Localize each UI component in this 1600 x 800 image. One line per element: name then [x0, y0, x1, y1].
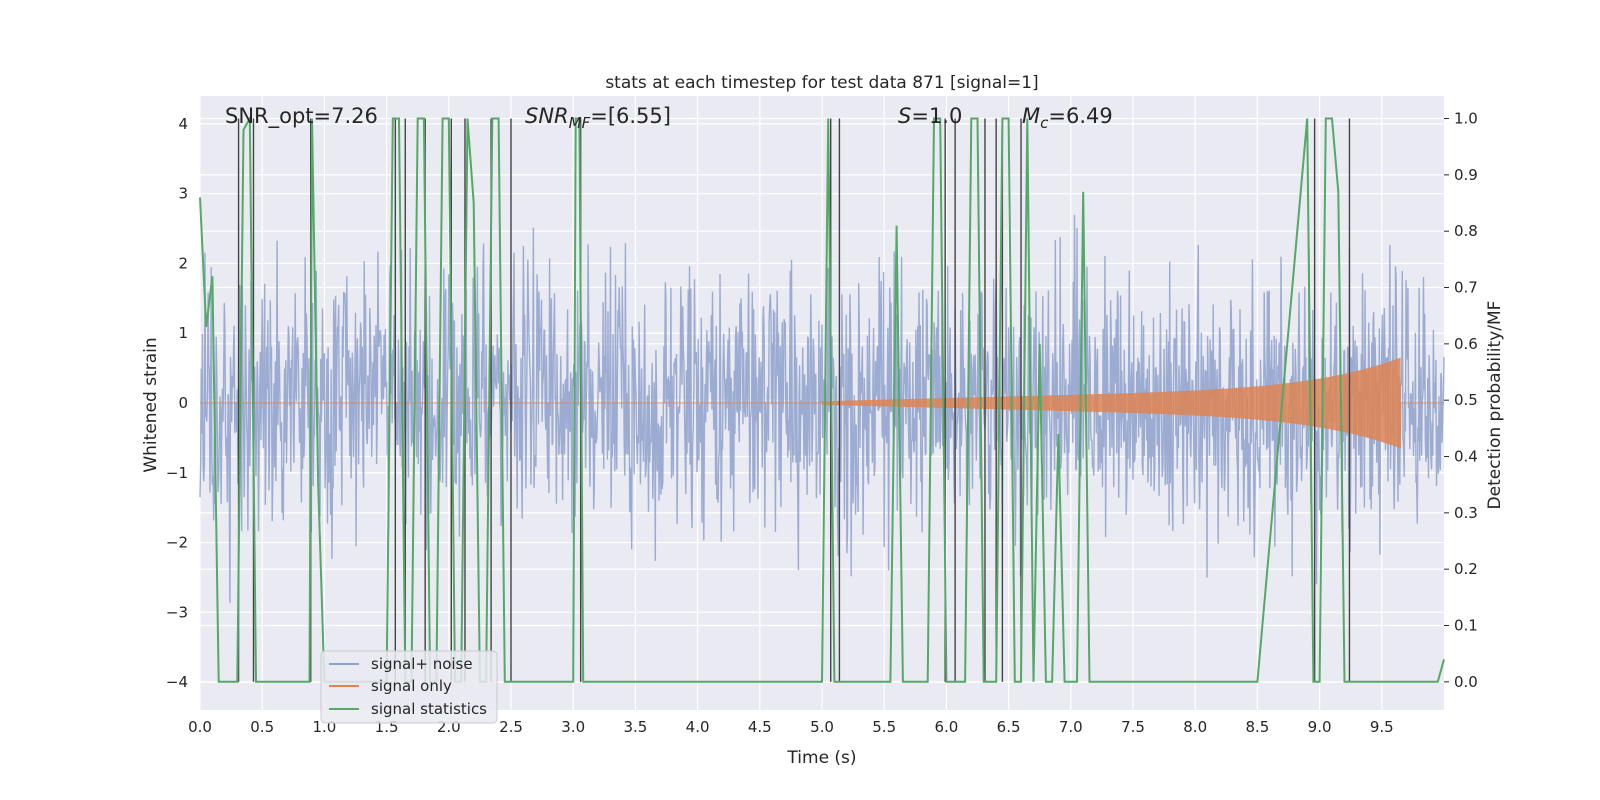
- y-left-tick-label: −2: [166, 534, 188, 552]
- y-right-tick-label: 0.4: [1454, 448, 1478, 466]
- legend-label-signal-statistics: signal statistics: [371, 700, 487, 718]
- x-tick-label: 3.0: [561, 718, 585, 736]
- x-tick-label: 5.5: [872, 718, 896, 736]
- signal-noise-series: [199, 214, 1445, 603]
- y-left-tick-label: −4: [166, 673, 188, 691]
- annotation-mc: Mc=6.49: [1022, 104, 1113, 132]
- y-left-tick-label: 3: [178, 185, 188, 203]
- y-left-tick-label: −3: [166, 603, 188, 621]
- y-right-tick-label: 1.0: [1454, 110, 1478, 128]
- y-right-tick-label: 0.8: [1454, 222, 1478, 240]
- y-right-tick-label: 0.1: [1454, 617, 1478, 635]
- x-tick-label: 8.5: [1245, 718, 1269, 736]
- legend-label-signal-only: signal only: [371, 677, 452, 695]
- y-axis-left-label: Whitened strain: [141, 337, 161, 472]
- y-left-tick-label: −1: [166, 464, 188, 482]
- y-axis-right-label: Detection probability/MF: [1485, 301, 1505, 510]
- y-left-tick-label: 4: [178, 115, 188, 133]
- y-right-tick-label: 0.6: [1454, 335, 1478, 353]
- y-right-tick-label: 0.5: [1454, 391, 1478, 409]
- annotation-snr-opt: SNR_opt=7.26: [225, 104, 378, 129]
- y-left-tick-label: 2: [178, 254, 188, 272]
- x-tick-label: 4.5: [748, 718, 772, 736]
- y-right-tick-label: 0.3: [1454, 504, 1478, 522]
- legend-label-signal-noise: signal+ noise: [371, 655, 473, 673]
- x-tick-label: 0.5: [250, 718, 274, 736]
- y-right-tick-label: 0.2: [1454, 560, 1478, 578]
- x-tick-label: 3.5: [623, 718, 647, 736]
- x-tick-label: 5.0: [810, 718, 834, 736]
- signal-only-line: [200, 357, 1444, 449]
- annotation-snr-mf: SNRMF=[6.55]: [525, 104, 671, 132]
- x-tick-label: 7.0: [1059, 718, 1083, 736]
- y-right-tick-label: 0.0: [1454, 673, 1478, 691]
- x-axis-label: Time (s): [786, 748, 856, 768]
- x-tick-label: 9.0: [1308, 718, 1332, 736]
- x-tick-label: 9.5: [1370, 718, 1394, 736]
- signal-only-series: [200, 357, 1444, 449]
- x-tick-label: 6.0: [934, 718, 958, 736]
- x-tick-label: 2.5: [499, 718, 523, 736]
- y-left-tick-label: 1: [178, 324, 188, 342]
- legend: signal+ noise signal only signal statist…: [320, 650, 498, 724]
- y-right-tick-label: 0.7: [1454, 279, 1478, 297]
- y-right-tick-label: 0.9: [1454, 166, 1478, 184]
- chart-title: stats at each timestep for test data 871…: [605, 73, 1038, 93]
- x-tick-label: 4.0: [686, 718, 710, 736]
- x-tick-label: 6.5: [997, 718, 1021, 736]
- y-left-tick-label: 0: [178, 394, 188, 412]
- annotation-s: S=1.0: [898, 104, 962, 128]
- x-tick-label: 7.5: [1121, 718, 1145, 736]
- x-tick-label: 8.0: [1183, 718, 1207, 736]
- y-axis-left-ticks: −4 −3 −2 −1 0 1 2 3 4: [166, 115, 188, 691]
- legend-box: [320, 650, 498, 724]
- signal-noise-line: [199, 214, 1445, 603]
- x-tick-label: 0.0: [188, 718, 212, 736]
- y-axis-right-ticks: 0.0 0.1 0.2 0.3 0.4 0.5 0.6 0.7 0.8 0.9 1.0: [1444, 110, 1478, 691]
